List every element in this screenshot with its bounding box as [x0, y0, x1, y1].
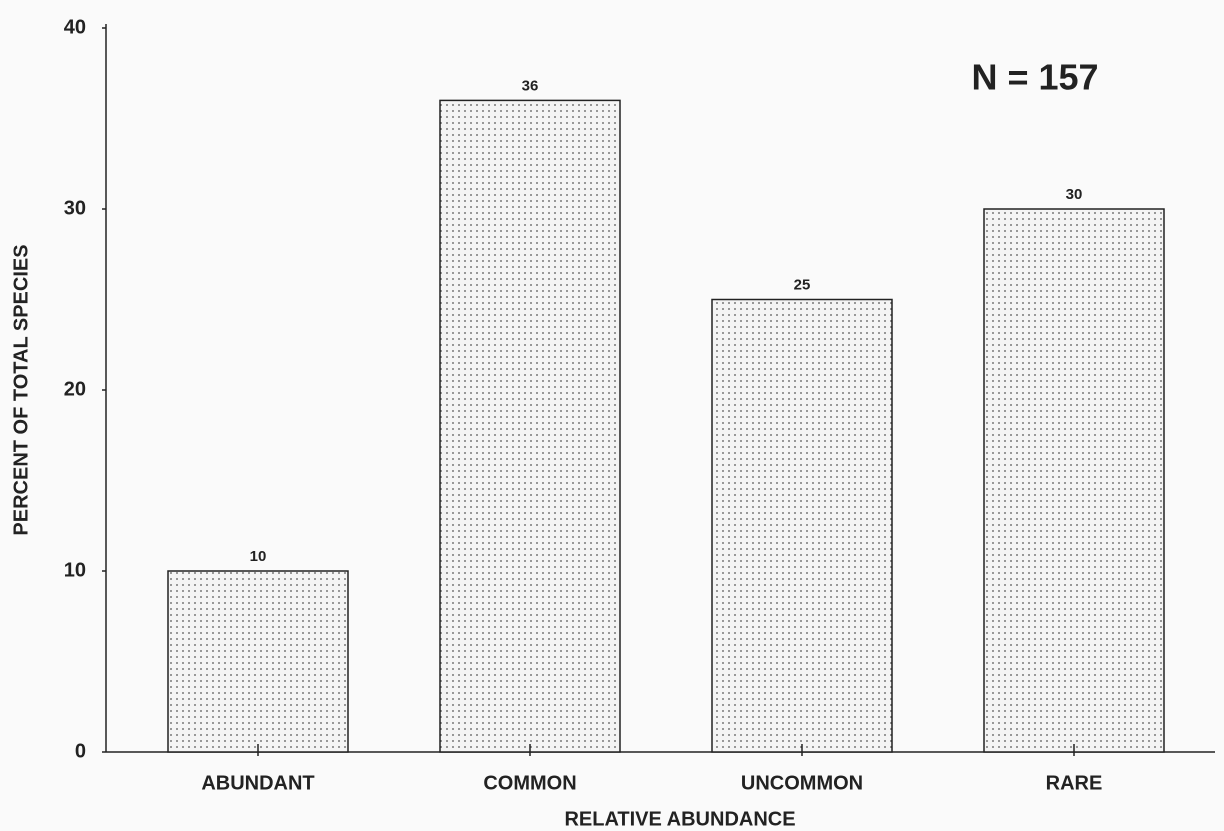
y-tick-label: 10 [64, 559, 86, 581]
x-tick-label: ABUNDANT [201, 772, 314, 794]
data-label: 10 [250, 548, 267, 565]
data-label: 25 [794, 276, 811, 293]
data-label: 36 [522, 77, 539, 94]
x-tick-label: COMMON [483, 772, 576, 794]
y-tick-label: 30 [64, 197, 86, 219]
data-label: 30 [1066, 186, 1083, 203]
annotation: N = 157 [971, 57, 1098, 98]
bar [983, 208, 1165, 753]
x-tick-label: UNCOMMON [741, 772, 863, 794]
x-tick-label: RARE [1046, 772, 1103, 794]
bar [167, 570, 349, 753]
bar [439, 99, 621, 753]
bar [711, 298, 893, 753]
x-axis-label: RELATIVE ABUNDANCE [564, 808, 795, 830]
y-tick-label: 0 [75, 740, 86, 762]
y-axis-label: PERCENT OF TOTAL SPECIES [10, 244, 32, 535]
y-tick-label: 40 [64, 16, 86, 38]
y-tick-label: 20 [64, 378, 86, 400]
